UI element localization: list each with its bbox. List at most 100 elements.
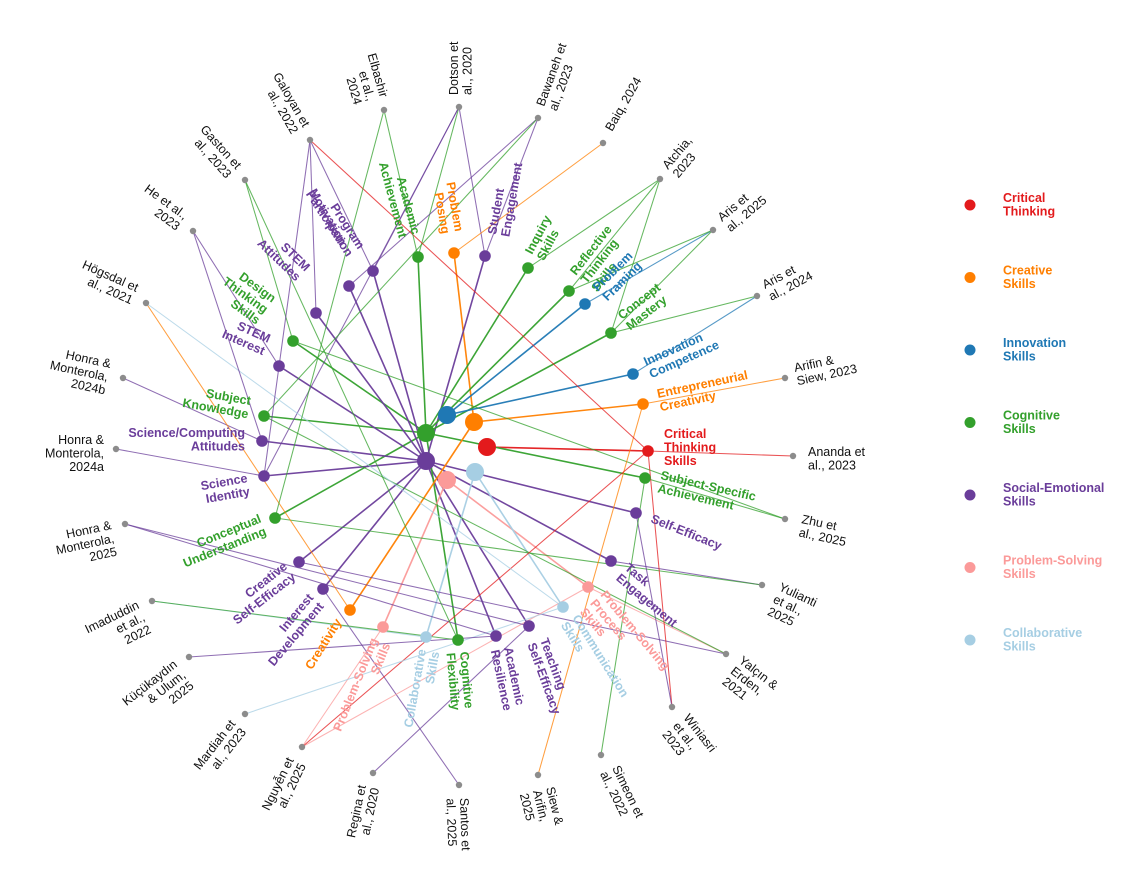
- legend-marker-problem: [964, 562, 976, 573]
- spoke-o_si: [263, 460, 427, 477]
- link-s24-o_sca: [192, 230, 263, 442]
- outcome-label-problem-posing: ProblemPosing: [430, 181, 466, 235]
- legend-label-problem: Problem-Solving Skills: [1003, 554, 1102, 582]
- link-s12-o_ssa: [600, 477, 646, 756]
- spoke-o_ec: [473, 403, 644, 423]
- outcome-label-student-engagement: StudentEngagement: [485, 158, 525, 237]
- study-node-aris-et-al-2025: [709, 226, 717, 234]
- outcome-node-problem-solving-skills: [377, 621, 389, 633]
- category-spokes: [261, 252, 649, 641]
- spoke-o_stat: [315, 312, 427, 462]
- spoke-o_aa: [417, 256, 427, 434]
- link-s3-o_is: [527, 178, 661, 269]
- legend-label-collab: Collaborative Skills: [1003, 626, 1082, 654]
- study-node-gaston-et-al-2023: [241, 176, 249, 184]
- hub-social: [417, 452, 435, 470]
- outcome-node-academic-resilience: [490, 630, 502, 642]
- outcome-label-subject-knowledge: SubjectKnowledge: [181, 383, 252, 422]
- link-s26-o_pp: [309, 139, 374, 272]
- study-label-arifin-siew-2023: Arifin &Siew, 2023: [793, 349, 859, 389]
- outcome-node-motivation: [343, 280, 355, 292]
- outcome-label-design-thinking-skills: DesignThinkingSkills: [212, 263, 278, 327]
- study-node-baiq-2024: [599, 139, 607, 147]
- outcome-node-problem-framing: [579, 298, 591, 310]
- outcome-node-entrepreneurial-creativity: [637, 398, 649, 410]
- link-s18-o_ar: [188, 635, 497, 658]
- legend: Critical Thinking Creative Skills Innovation…: [964, 191, 1104, 654]
- outcome-node-creativity: [344, 604, 356, 616]
- study-label-ananda-et-al-2023: Ananda et al., 2023: [808, 445, 866, 473]
- study-node-ananda-et-al-2023: [789, 452, 797, 460]
- outcome-label-academic-achievement: AcademicAchievement: [376, 157, 423, 240]
- study-label-baiq-2024: Baiq, 2024: [602, 75, 644, 134]
- outcome-label-innovation-competence: InnovationCompetence: [642, 325, 722, 381]
- outcome-node-creative-self-efficacy: [293, 556, 305, 568]
- spoke-o_pp2: [453, 252, 475, 423]
- outcome-node-concept-mastery: [605, 327, 617, 339]
- legend-marker-critical: [964, 199, 976, 211]
- study-node-zhu-et-al-2025: [781, 515, 789, 523]
- study-nodes: Dotson etal., 2020 Bawaneh etal., 2023 Bai…: [45, 41, 866, 852]
- outcome-label-science-computing-attitudes: Science/Computing Attitudes: [128, 426, 245, 454]
- study-label-ku-c-u-kayd-n-ulum-2025: Küçükaydın& Ulum,2025: [120, 657, 197, 730]
- study-node-siew-arifin-2025: [534, 771, 542, 779]
- spoke-o_is: [425, 267, 529, 434]
- outcome-label-cognitive-flexibility: CognitiveFlexibility: [444, 651, 476, 711]
- link-s11-o_se: [635, 512, 673, 708]
- link-s3-o_rts: [568, 178, 661, 292]
- outcome-node-reflective-thinking-skills: [563, 285, 575, 297]
- outcome-label-problem-solving-skills: Problem-SolvingSkills: [331, 636, 394, 738]
- link-s27-o_cu: [274, 109, 385, 519]
- category-hubs: [417, 406, 496, 489]
- study-label-dotson-et-al-2020: Dotson etal., 2020: [447, 41, 475, 95]
- study-label-nguye-n-et-al-2025: Nguyễn etal., 2025: [258, 754, 309, 818]
- link-s4-o_pf: [584, 229, 714, 305]
- outcome-label-critical-thinking-skills: Critical Thinking Skills: [664, 427, 716, 468]
- spoke-o_ar: [425, 460, 497, 637]
- outcome-node-stem-attitudes: [310, 307, 322, 319]
- study-node-imaduddin-et-al-2022: [148, 597, 156, 605]
- spoke-o_dts: [292, 340, 427, 434]
- study-node-galoyan-et-al-2022: [306, 136, 314, 144]
- study-node-regina-et-al-2020: [369, 769, 377, 777]
- study-node-atchia-2023: [656, 175, 664, 183]
- legend-marker-creative: [964, 272, 976, 283]
- spoke-o_te: [425, 460, 612, 562]
- study-label-elbashir-et-al-2024: Elbashiret al.,2024: [339, 52, 391, 107]
- hub-problem: [438, 471, 456, 489]
- outcome-node-teaching-self-efficacy: [523, 620, 535, 632]
- outcome-node-subject-knowledge: [258, 410, 270, 422]
- link-s8-o_ssa: [644, 477, 786, 520]
- spoke-o_com: [474, 471, 564, 608]
- study-node-mardiah-et-al-2023: [241, 710, 249, 718]
- outcome-nodes: Critical Thinking SkillsSubject-SpecificAc…: [128, 157, 757, 738]
- link-s1-o_mot: [348, 117, 539, 287]
- link-s27-o_aa: [383, 109, 419, 258]
- link-s25-o_cf: [244, 179, 459, 641]
- spoke-o_sk: [263, 415, 427, 434]
- legend-marker-collab: [964, 634, 976, 646]
- study-node-nguye-n-et-al-2025: [298, 743, 306, 751]
- link-s26-o_si: [263, 139, 311, 477]
- link-s4-o_cm: [610, 229, 714, 334]
- study-node-arifin-siew-2023: [781, 374, 789, 382]
- study-label-imaduddin-et-al-2022: Imaduddinet al.,2022: [83, 598, 153, 660]
- spoke-o_ssa: [425, 432, 646, 479]
- study-label-aris-et-al-2025: Aris etal., 2025: [715, 183, 769, 235]
- legend-label-innovation: Innovation Skills: [1003, 336, 1066, 364]
- link-s14-o_id: [322, 588, 460, 786]
- link-s22-o_sca: [122, 377, 263, 442]
- study-node-winiasri-et-al-2023: [668, 703, 676, 711]
- study-node-he-et-al-2023: [189, 227, 197, 235]
- spoke-o_pf: [446, 303, 586, 416]
- outcome-node-science-identity: [258, 470, 270, 482]
- spoke-o_cs: [425, 471, 476, 638]
- spoke-o_cu: [274, 432, 427, 519]
- link-s0-o_aa: [417, 106, 460, 258]
- outcome-label-subject-specific-achievement: Subject-SpecificAchievement: [656, 468, 757, 517]
- link-s23-o_com: [145, 302, 564, 608]
- outcome-node-interest-development: [317, 583, 329, 595]
- study-label-honra-monterola-2024a: Honra & Monterola, 2024a: [45, 433, 105, 474]
- study-label-galoyan-et-al-2022: Galoyan etal., 2022: [258, 70, 312, 137]
- study-node-honra-monterola-2024b: [119, 374, 127, 382]
